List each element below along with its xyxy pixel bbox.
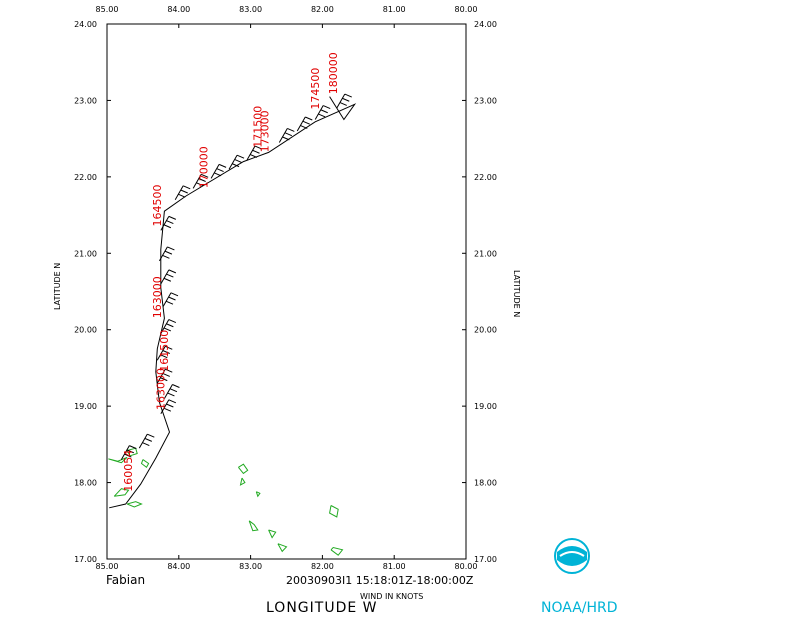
x-tick-label-top: 85.00: [96, 5, 119, 14]
x-tick-label-bottom: 83.00: [239, 562, 262, 571]
coastlines: [108, 447, 344, 556]
y-tick-label-right: 17.00: [474, 555, 497, 564]
wind-barb: [138, 433, 155, 449]
y-tick-label-left: 21.00: [74, 249, 97, 258]
y-tick-label-left: 17.00: [74, 555, 97, 564]
wind-barbs: [120, 93, 352, 460]
x-tick-label-top: 83.00: [239, 5, 262, 14]
coastline-island: [113, 488, 130, 497]
x-tick-label-top: 82.00: [311, 5, 334, 14]
time-label: 173000: [259, 110, 272, 152]
wind-barb: [228, 154, 245, 170]
coastline-island: [239, 477, 246, 486]
storm-name: Fabian: [106, 573, 145, 587]
coastline-island: [330, 546, 344, 556]
y-tick-label-left: 24.00: [74, 20, 97, 29]
time-label: 161500: [158, 330, 171, 372]
coastline-island: [140, 459, 150, 469]
y-tick-label-right: 19.00: [474, 402, 497, 411]
coastline-island: [329, 505, 339, 518]
wind-barb: [158, 246, 175, 262]
y-tick-label-right: 21.00: [474, 249, 497, 258]
time-label: 163000: [151, 276, 164, 318]
plot-frame: [106, 23, 467, 560]
wind-barb: [162, 292, 179, 308]
noaa-logo-icon: [554, 538, 590, 574]
y-tick-label-left: 19.00: [74, 402, 97, 411]
x-tick-label-bottom: 80.00: [455, 562, 478, 571]
observation-window: 20030903I1 15:18:01Z-18:00:00Z: [286, 574, 474, 587]
x-axis-title: LONGITUDE W: [266, 600, 378, 616]
coastline-island: [255, 491, 261, 498]
wind-barb: [160, 215, 177, 231]
wind-barb: [164, 384, 180, 399]
wind-barb: [160, 269, 177, 285]
coastline-island: [126, 447, 138, 457]
time-label: 160054: [122, 450, 135, 492]
x-tick-label-bottom: 84.00: [167, 562, 190, 571]
coastline-island: [268, 529, 277, 539]
time-labels: 1600541630001615001630001645001700001715…: [122, 52, 340, 491]
plot-border: [106, 23, 467, 560]
y-tick-label-right: 20.00: [474, 326, 497, 335]
wind-barb: [174, 185, 191, 201]
y-tick-label-right: 23.00: [474, 96, 497, 105]
wind-units-label: WIND IN KNOTS: [360, 592, 423, 601]
coastline-island: [108, 456, 128, 464]
coastline-island: [248, 520, 259, 532]
coastline-island: [126, 501, 143, 508]
x-tick-label-bottom: 82.00: [311, 562, 334, 571]
y-axis-title-left: LATITUDE N: [53, 263, 62, 310]
x-tick-label-top: 80.00: [455, 5, 478, 14]
time-label: 174500: [309, 68, 322, 110]
flight-track: [109, 96, 357, 509]
wind-barb: [314, 105, 331, 120]
y-tick-label-left: 18.00: [74, 479, 97, 488]
y-tick-label-left: 23.00: [74, 96, 97, 105]
time-label: 170000: [198, 146, 211, 188]
wind-barb: [120, 445, 137, 460]
time-label: 171500: [251, 106, 264, 148]
wind-barb: [156, 345, 173, 361]
y-tick-label-left: 20.00: [74, 326, 97, 335]
credit-label: NOAA/HRD: [541, 600, 618, 616]
x-tick-label-top: 81.00: [383, 5, 406, 14]
axis-ticks: 85.00 85.00 84.00 84.00 83.00 83.00 82.00 82.00…: [74, 5, 497, 571]
time-label: 163000: [154, 368, 167, 410]
x-tick-label-bottom: 81.00: [383, 562, 406, 571]
wind-barb: [156, 368, 173, 384]
wind-barb: [192, 173, 209, 189]
coastline-island: [277, 543, 288, 553]
y-tick-label-right: 18.00: [474, 479, 497, 488]
flight-track-line: [109, 96, 357, 509]
y-tick-label-right: 24.00: [474, 20, 497, 29]
x-tick-label-bottom: 85.00: [96, 562, 119, 571]
time-label: 180000: [327, 52, 340, 94]
y-tick-label-left: 22.00: [74, 173, 97, 182]
y-axis-title-right: LATITUDE N: [512, 270, 521, 317]
coastline-island: [238, 463, 249, 475]
time-label: 164500: [151, 185, 164, 227]
y-tick-label-right: 22.00: [474, 173, 497, 182]
wind-barb: [336, 93, 352, 109]
x-tick-label-top: 84.00: [167, 5, 190, 14]
wind-barb: [160, 319, 177, 334]
